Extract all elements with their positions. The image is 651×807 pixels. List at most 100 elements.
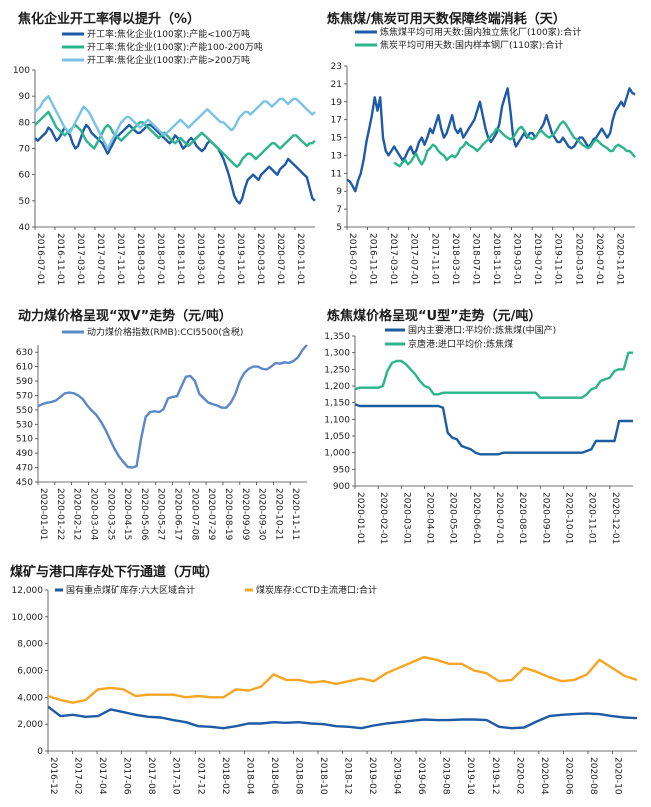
y-tick-label: 510 bbox=[16, 435, 33, 445]
y-tick-label: 8,000 bbox=[17, 640, 43, 650]
y-tick-label: 11 bbox=[331, 169, 342, 179]
x-tick-label: 2018-11-01 bbox=[491, 233, 501, 285]
y-tick-label: 10,000 bbox=[12, 613, 44, 623]
x-tick-label: 2020-07-29 bbox=[206, 488, 216, 541]
x-tick-label: 2019-03-01 bbox=[195, 233, 205, 285]
y-tick-label: 60 bbox=[19, 171, 31, 181]
x-tick-label: 2019-02 bbox=[367, 757, 377, 795]
x-tick-label: 2017-12 bbox=[195, 757, 205, 795]
x-tick-label: 2020-01-22 bbox=[55, 488, 65, 540]
x-tick-label: 2020-07-01 bbox=[275, 233, 285, 285]
y-tick-label: 450 bbox=[16, 478, 33, 488]
x-tick-label: 2017-08 bbox=[146, 757, 156, 795]
x-tick-label: 2019-03-01 bbox=[512, 233, 522, 285]
x-tick-label: 2020-04-01 bbox=[425, 492, 435, 544]
series-line-1 bbox=[37, 344, 308, 469]
chart-available-days: 5 7 9 11 13 15 17 19 21 23 2016-07-01 2016-11-01 201… bbox=[331, 26, 636, 285]
x-tick-label: 2020-07-01 bbox=[494, 492, 504, 544]
chart-panel-inventory: 煤矿与港口库存处下行通道（万吨） 0 2,000 4,000 6,000 8,000 10… bbox=[0, 553, 651, 807]
legend-entry: 开工率:焦化企业(100家):产能<100万吨 bbox=[62, 28, 250, 40]
chart-title-coking-utilization: 焦化企业开工率得以提升（%） bbox=[18, 12, 201, 27]
y-tick-label: 590 bbox=[16, 377, 33, 387]
chart-panel-coking-coal-price: 炼焦煤价格呈现“U型”走势（元/吨） 900 950 1,000 1,050 1,100… bbox=[324, 300, 651, 545]
series-line-1 bbox=[47, 705, 638, 730]
series-line-3 bbox=[34, 95, 316, 150]
chart-coking-utilization: 40 50 60 70 80 90 100 2016-07-01 2016-11-01 2017-… bbox=[13, 28, 316, 285]
x-tick-label: 2017-06 bbox=[122, 757, 132, 795]
y-tick-label: 5 bbox=[336, 223, 342, 233]
y-tick-label: 80 bbox=[19, 118, 31, 128]
chart-coking-coal-price: 900 950 1,000 1,050 1,100 1,150 1,200 1,250 1,30… bbox=[324, 324, 633, 544]
x-tick-label: 2018-10 bbox=[318, 757, 328, 795]
x-tick-label: 2020-10-21 bbox=[273, 488, 283, 540]
x-tick-label: 2020-02-12 bbox=[72, 488, 82, 540]
legend-label: 国内主要港口:平均价:炼焦煤(中国产) bbox=[408, 324, 556, 336]
x-tick-label: 2018-07-01 bbox=[155, 233, 165, 285]
y-tick-label: 17 bbox=[331, 116, 342, 126]
x-tick-label: 2020-06-01 bbox=[471, 492, 481, 544]
y-tick-label: 1,350 bbox=[324, 332, 350, 342]
y-tick-label: 50 bbox=[19, 197, 31, 207]
axes: 0 2,000 4,000 6,000 8,000 10,000 12,000 2016-12… bbox=[12, 586, 637, 795]
x-tick-label: 2016-07-01 bbox=[347, 233, 357, 285]
x-tick-label: 2019-04 bbox=[392, 757, 402, 795]
x-tick-label: 2017-07-01 bbox=[95, 233, 105, 285]
x-tick-label: 2020-09-09 bbox=[240, 488, 250, 541]
x-tick-label: 2019-12 bbox=[490, 757, 500, 795]
x-tick-label: 2016-07-01 bbox=[35, 233, 45, 285]
chart-panel-thermal-coal: 动力煤价格呈现“双V”走势（元/吨） 450 470 490 510 530 550 570… bbox=[0, 300, 325, 545]
x-tick-label: 2018-11-01 bbox=[175, 233, 185, 285]
series-line-1 bbox=[34, 123, 316, 205]
series-line-1 bbox=[346, 87, 636, 193]
x-tick-label: 2020-08-19 bbox=[223, 488, 233, 541]
y-tick-label: 15 bbox=[331, 134, 342, 144]
series-line-2 bbox=[47, 655, 638, 704]
x-tick-label: 2016-12 bbox=[48, 757, 58, 795]
y-tick-label: 490 bbox=[16, 449, 33, 459]
y-tick-label: 950 bbox=[333, 465, 350, 475]
x-tick-label: 2017-03-01 bbox=[388, 233, 398, 285]
x-tick-label: 2017-03-01 bbox=[75, 233, 85, 285]
x-tick-label: 2020-03-01 bbox=[401, 492, 411, 544]
chart-inventory: 0 2,000 4,000 6,000 8,000 10,000 12,000 2016-12… bbox=[12, 584, 638, 795]
x-tick-label: 2020-01-01 bbox=[355, 492, 365, 544]
legend-label: 开工率:焦化企业(100家):产能<100万吨 bbox=[87, 28, 250, 40]
legend-entry: 焦炭平均可用天数:国内样本钢厂(110家):合计 bbox=[355, 39, 563, 51]
y-tick-label: 21 bbox=[331, 80, 342, 90]
legend-label: 动力煤价格指数(RMB):CCI5500(含税) bbox=[87, 326, 243, 338]
y-tick-label: 1,050 bbox=[324, 432, 350, 442]
x-tick-label: 2017-04 bbox=[97, 757, 107, 795]
series-line-2 bbox=[393, 120, 636, 168]
legend-label: 煤炭库存:CCTD主流港口:合计 bbox=[256, 584, 377, 596]
y-tick-label: 900 bbox=[333, 482, 350, 492]
x-tick-label: 2020-12-01 bbox=[610, 492, 620, 544]
legend-entry: 开工率:焦化企业(100家):产能100-200万吨 bbox=[62, 41, 263, 53]
legend-entry: 煤炭库存:CCTD主流港口:合计 bbox=[245, 584, 377, 596]
x-tick-label: 2020-11-01 bbox=[295, 233, 305, 285]
x-tick-label: 2019-07-01 bbox=[215, 233, 225, 285]
legend-label: 开工率:焦化企业(100家):产能100-200万吨 bbox=[87, 41, 263, 53]
series-line-2 bbox=[34, 110, 316, 168]
y-tick-label: 1,200 bbox=[324, 382, 350, 392]
y-tick-label: 550 bbox=[16, 406, 33, 416]
x-tick-label: 2020-07-08 bbox=[189, 488, 199, 541]
chart-thermal-coal: 450 470 490 510 530 550 570 590 610 630 2020-01-01… bbox=[16, 326, 308, 541]
x-tick-label: 2020-03-01 bbox=[573, 233, 583, 285]
x-tick-label: 2020-01-01 bbox=[38, 488, 48, 540]
axes: 900 950 1,000 1,050 1,100 1,150 1,200 1,250 1,30… bbox=[324, 332, 633, 544]
x-tick-label: 2020-08-01 bbox=[517, 492, 527, 544]
series-line-1 bbox=[354, 403, 633, 456]
legend-entry: 京唐港:进口平均价:炼焦煤 bbox=[385, 338, 513, 350]
y-tick-label: 470 bbox=[16, 464, 33, 474]
x-tick-label: 2020-03-01 bbox=[255, 233, 265, 285]
x-tick-label: 2020-11-01 bbox=[614, 233, 624, 285]
x-tick-label: 2019-11-01 bbox=[553, 233, 563, 285]
x-tick-label: 2020-11-01 bbox=[587, 492, 597, 544]
chart-title-inventory: 煤矿与港口库存处下行通道（万吨） bbox=[10, 565, 219, 580]
x-tick-label: 2018-02 bbox=[220, 757, 230, 795]
y-tick-label: 70 bbox=[19, 145, 31, 155]
chart-title-thermal-coal: 动力煤价格呈现“双V”走势（元/吨） bbox=[18, 309, 232, 324]
legend-label: 炼焦煤平均可用天数:国内独立焦化厂(100家):合计 bbox=[380, 26, 581, 38]
y-tick-label: 1,150 bbox=[324, 399, 350, 409]
legend-entry: 动力煤价格指数(RMB):CCI5500(含税) bbox=[62, 326, 243, 338]
